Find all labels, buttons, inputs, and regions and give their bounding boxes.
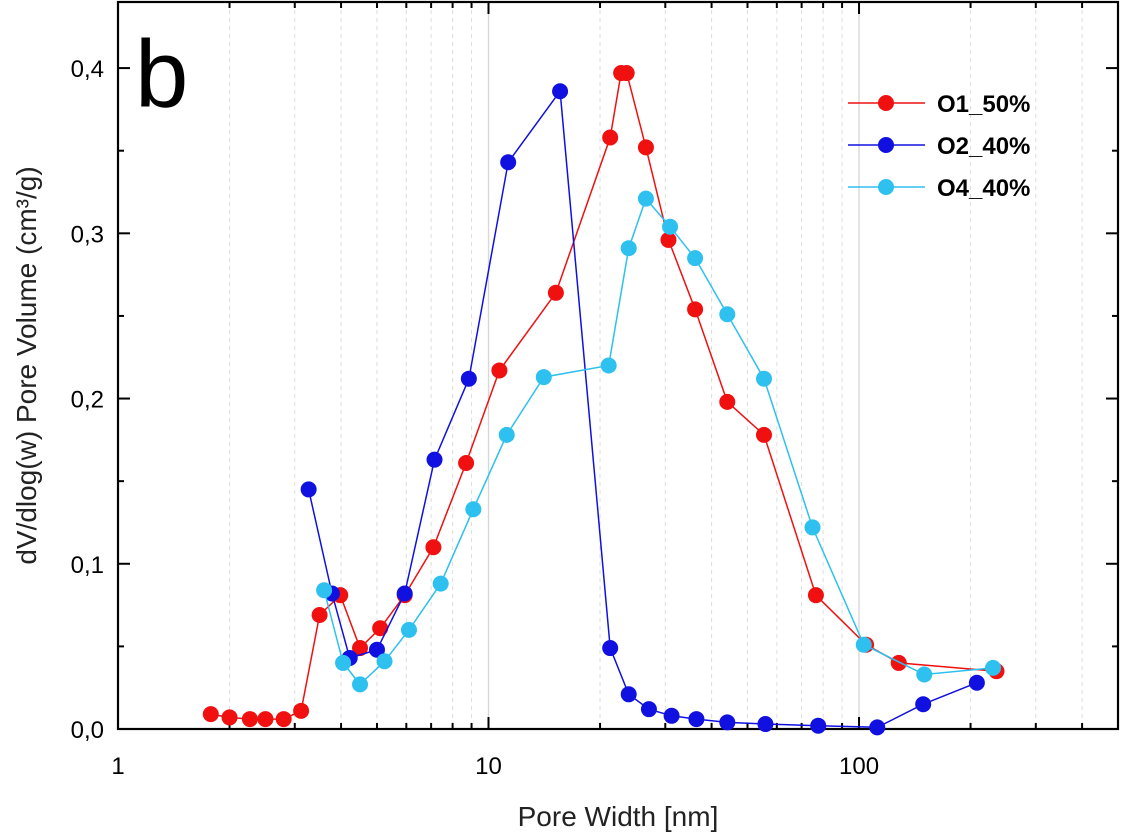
data-point: [916, 666, 933, 683]
data-point: [425, 539, 442, 556]
data-point: [719, 714, 736, 731]
legend-swatch-marker: [878, 95, 894, 111]
data-point: [719, 393, 736, 410]
data-point: [535, 369, 552, 386]
data-point: [241, 711, 258, 728]
series-1: [202, 65, 1005, 728]
series-layer: [202, 65, 1005, 736]
data-point: [335, 654, 352, 671]
axis-ticks: 1 10 100 0,0 0,1 0,2 0,3 0,4: [71, 2, 1119, 780]
data-point: [620, 686, 637, 703]
data-point: [915, 696, 932, 713]
legend: O1_50% O2_40% O4_40%: [848, 91, 1030, 202]
data-point: [640, 701, 657, 718]
data-point: [293, 702, 310, 719]
data-point: [602, 129, 619, 146]
data-point: [757, 716, 774, 733]
x-tick-label: 10: [475, 753, 502, 780]
data-point: [372, 620, 389, 637]
data-point: [400, 621, 417, 638]
y-tick-label: 0,2: [71, 387, 104, 414]
data-point: [202, 706, 219, 723]
data-point: [491, 362, 508, 379]
legend-label: O1_50%: [937, 91, 1030, 118]
data-point: [460, 370, 477, 387]
data-point: [620, 240, 637, 257]
y-tick-label: 0,1: [71, 552, 104, 579]
data-point: [602, 640, 619, 657]
data-point: [432, 575, 449, 592]
panel-letter: b: [135, 21, 188, 128]
data-point: [275, 711, 292, 728]
legend-item-3: O4_40%: [848, 175, 1030, 202]
legend-label: O4_40%: [937, 175, 1030, 202]
data-point: [500, 154, 517, 171]
data-point: [968, 674, 985, 691]
series-3: [316, 190, 1002, 693]
data-point: [719, 306, 736, 323]
data-point: [600, 357, 617, 374]
x-axis-title: Pore Width [nm]: [518, 801, 719, 832]
legend-item-2: O2_40%: [848, 133, 1030, 160]
data-point: [687, 301, 704, 318]
x-tick-label: 100: [839, 753, 879, 780]
data-point: [890, 654, 907, 671]
data-point: [396, 585, 413, 602]
y-tick-label: 0,0: [71, 717, 104, 744]
data-point: [465, 501, 482, 518]
data-point: [869, 719, 886, 736]
legend-swatch-marker: [878, 179, 894, 195]
data-point: [855, 636, 872, 653]
plot-frame: [116, 0, 1120, 731]
data-point: [300, 481, 317, 498]
data-point: [352, 640, 369, 657]
data-point: [316, 582, 333, 599]
data-point: [426, 451, 443, 468]
data-point: [552, 83, 569, 100]
series-line: [307, 89, 978, 729]
series-line: [323, 197, 994, 686]
data-point: [663, 707, 680, 724]
data-point: [755, 426, 772, 443]
data-point: [688, 711, 705, 728]
data-point: [807, 587, 824, 604]
data-point: [618, 65, 635, 82]
legend-swatch-marker: [878, 137, 894, 153]
legend-label: O2_40%: [937, 133, 1030, 160]
data-point: [687, 250, 704, 267]
x-tick-label: 1: [111, 753, 124, 780]
data-point: [637, 190, 654, 207]
data-point: [311, 606, 328, 623]
data-point: [458, 454, 475, 471]
y-tick-label: 0,3: [71, 221, 104, 248]
data-point: [352, 676, 369, 693]
data-point: [221, 709, 238, 726]
y-tick-label: 0,4: [71, 56, 104, 83]
data-point: [547, 284, 564, 301]
data-point: [498, 426, 515, 443]
data-point: [257, 711, 274, 728]
legend-item-1: O1_50%: [848, 91, 1030, 118]
series-line: [210, 72, 997, 720]
data-point: [985, 659, 1002, 676]
data-point: [755, 370, 772, 387]
data-point: [660, 231, 677, 248]
data-point: [662, 218, 679, 235]
data-point: [810, 717, 827, 734]
y-axis-title: dV/dlog(w) Pore Volume (cm³/g): [11, 166, 42, 564]
data-point: [368, 641, 385, 658]
data-point: [804, 519, 821, 536]
data-point: [637, 139, 654, 156]
data-point: [376, 653, 393, 670]
